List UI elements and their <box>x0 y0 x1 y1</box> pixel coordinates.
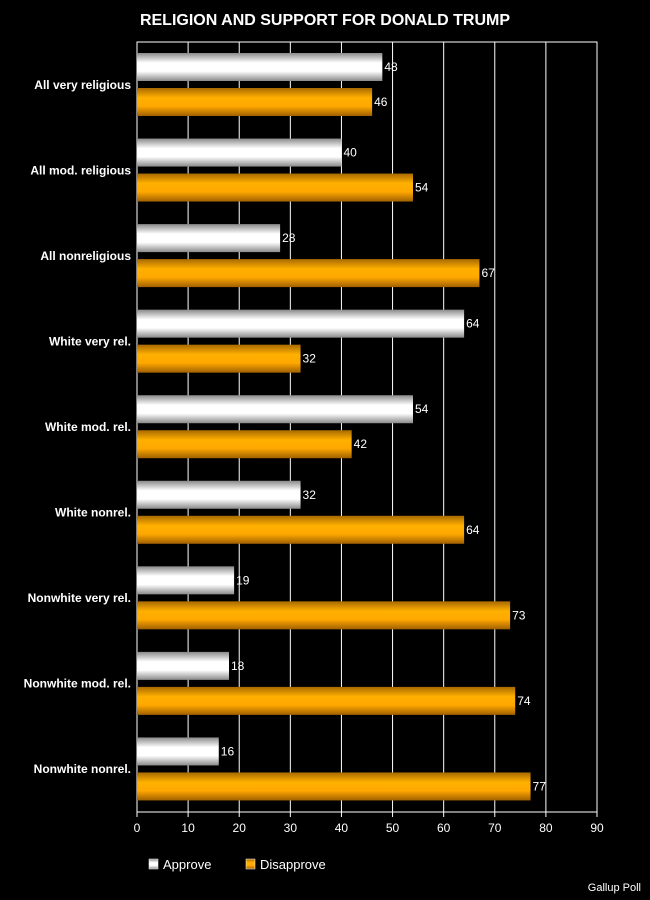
disapprove-bar <box>137 686 516 715</box>
approve-bar <box>137 651 229 680</box>
approve-value-label: 32 <box>303 488 317 502</box>
approve-value-label: 18 <box>231 659 245 673</box>
disapprove-value-label: 32 <box>303 352 317 366</box>
approve-value-label: 19 <box>236 573 250 587</box>
approve-value-label: 54 <box>415 402 429 416</box>
x-tick-label: 80 <box>539 821 553 835</box>
approve-value-label: 40 <box>343 146 357 160</box>
x-tick-label: 90 <box>590 821 604 835</box>
category-label: Nonwhite mod. rel. <box>24 677 131 691</box>
legend-swatch-disapprove <box>245 858 256 870</box>
disapprove-value-label: 64 <box>466 523 480 537</box>
disapprove-value-label: 67 <box>481 266 495 280</box>
approve-bar <box>137 309 465 338</box>
disapprove-bar <box>137 344 301 373</box>
x-tick-label: 40 <box>335 821 349 835</box>
x-tick-label: 50 <box>386 821 400 835</box>
disapprove-bar <box>137 88 373 116</box>
category-label: Nonwhite nonrel. <box>34 762 131 776</box>
approve-bar <box>137 480 301 509</box>
category-label: All mod. religious <box>30 163 131 177</box>
disapprove-bar <box>137 430 352 459</box>
disapprove-value-label: 77 <box>533 779 547 793</box>
disapprove-value-label: 46 <box>374 95 388 109</box>
approve-bar <box>137 737 219 766</box>
x-tick-label: 10 <box>181 821 195 835</box>
approve-value-label: 28 <box>282 231 296 245</box>
x-tick-label: 60 <box>437 821 451 835</box>
approve-bar <box>137 395 413 424</box>
x-tick-label: 0 <box>134 821 141 835</box>
disapprove-value-label: 74 <box>517 694 531 708</box>
disapprove-value-label: 54 <box>415 181 429 195</box>
disapprove-bar <box>137 772 531 801</box>
approve-value-label: 48 <box>384 60 398 74</box>
approve-bar <box>137 53 383 81</box>
disapprove-value-label: 73 <box>512 608 526 622</box>
legend-label: Disapprove <box>260 857 326 872</box>
approve-bar <box>137 224 281 253</box>
x-tick-label: 30 <box>284 821 298 835</box>
x-tick-label: 20 <box>233 821 247 835</box>
approve-bar <box>137 566 235 595</box>
legend-label: Approve <box>163 857 211 872</box>
approve-value-label: 16 <box>221 744 235 758</box>
disapprove-bar <box>137 515 465 544</box>
category-label: White very rel. <box>49 334 131 348</box>
legend-swatch-approve <box>148 858 159 870</box>
approve-bar <box>137 138 342 167</box>
approve-value-label: 64 <box>466 317 480 331</box>
disapprove-bar <box>137 601 511 630</box>
disapprove-value-label: 42 <box>354 437 368 451</box>
category-label: White nonrel. <box>55 506 131 520</box>
source-note: Gallup Poll <box>588 882 641 894</box>
x-tick-label: 70 <box>488 821 502 835</box>
disapprove-bar <box>137 259 480 288</box>
disapprove-bar <box>137 173 413 202</box>
category-label: Nonwhite very rel. <box>28 591 131 605</box>
category-label: All very religious <box>34 78 131 92</box>
category-label: All nonreligious <box>40 249 131 263</box>
plot-frame <box>136 41 598 813</box>
chart-title: RELIGION AND SUPPORT FOR DONALD TRUMP <box>140 12 510 29</box>
category-label: White mod. rel. <box>45 420 131 434</box>
